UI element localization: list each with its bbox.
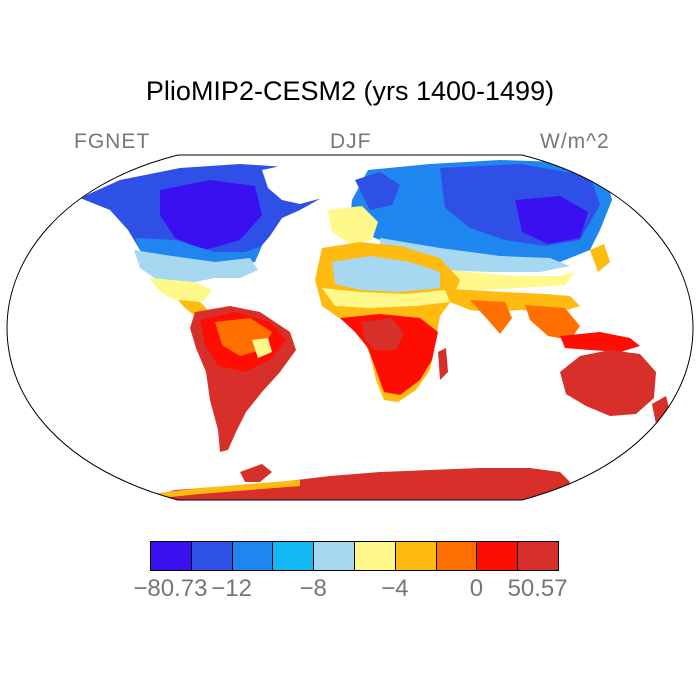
colorbar-tick-label: −4 <box>381 575 409 602</box>
usa-light <box>134 250 258 284</box>
colorbar-segment <box>313 541 355 571</box>
land-layer <box>80 160 670 500</box>
north-america-cold-core <box>160 180 262 250</box>
antarctica <box>140 468 570 500</box>
globe-outline <box>6 154 694 501</box>
mexico-yellow <box>150 278 212 304</box>
colorbar-segment <box>190 541 233 571</box>
congo-darkred <box>362 318 404 350</box>
siberia-very-cold <box>515 196 588 244</box>
australia <box>560 350 656 416</box>
colorbar-segment <box>354 541 396 571</box>
south-asia-orange <box>430 288 580 312</box>
colorbar-tick-label: −12 <box>211 575 252 602</box>
antarctica-orange-edge <box>150 480 300 498</box>
india-orange <box>470 300 512 334</box>
se-asia-red <box>525 305 580 340</box>
colorbar-segment <box>476 541 519 571</box>
plot-title: PlioMIP2-CESM2 (yrs 1400-1499) <box>145 76 555 106</box>
colorbar-tick-label: 50.57 <box>507 575 568 602</box>
madagascar <box>438 348 448 380</box>
colorbar-segment <box>231 541 274 571</box>
amazon-yellow <box>252 338 272 358</box>
season-label: DJF <box>330 130 372 153</box>
europe-light <box>328 206 378 244</box>
units-label: W/m^2 <box>540 130 610 153</box>
new-zealand <box>652 396 670 424</box>
colorbar-segment <box>435 541 478 571</box>
colorbar-tick-label: 0 <box>469 575 484 602</box>
colorbar-tick-label: −8 <box>299 575 327 602</box>
colorbar-segment <box>517 541 559 571</box>
left-label: FGNET <box>74 130 151 153</box>
colorbar-tick-label: −80.73 <box>133 575 208 602</box>
colorbar-segment <box>272 541 315 571</box>
sahara-light <box>332 256 440 292</box>
scandinavia <box>355 172 400 210</box>
sahel-yellow <box>322 288 450 308</box>
greenland <box>262 162 345 204</box>
colorbar-segment <box>394 541 437 571</box>
japan <box>590 244 610 272</box>
colorbar-segment <box>150 541 192 571</box>
indonesia <box>560 332 640 352</box>
antarctic-peninsula <box>240 464 272 482</box>
